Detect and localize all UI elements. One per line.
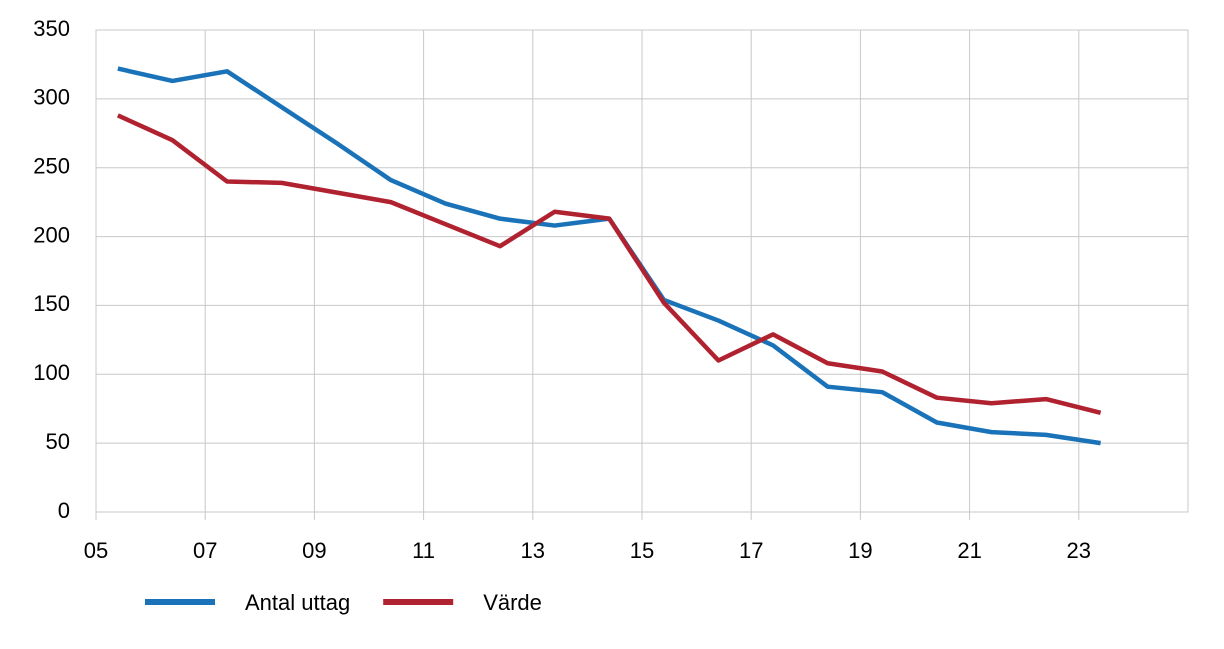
y-tick-label: 200 <box>33 222 70 247</box>
y-tick-label: 350 <box>33 16 70 41</box>
y-tick-label: 250 <box>33 154 70 179</box>
x-tick-label: 07 <box>193 538 217 563</box>
x-tick-label: 13 <box>521 538 545 563</box>
y-tick-label: 150 <box>33 291 70 316</box>
data-line <box>117 66 1101 446</box>
y-tick-label: 300 <box>33 85 70 110</box>
x-tick-label: 09 <box>302 538 326 563</box>
x-tick-label: 15 <box>630 538 654 563</box>
x-tick-label: 21 <box>957 538 981 563</box>
data-line <box>116 113 1102 416</box>
x-tick-label: 05 <box>84 538 108 563</box>
legend-label: Värde <box>483 590 542 615</box>
x-tick-label: 19 <box>848 538 872 563</box>
y-tick-label: 0 <box>58 498 70 523</box>
legend-label: Antal uttag <box>245 590 350 615</box>
y-tick-label: 100 <box>33 360 70 385</box>
x-tick-label: 23 <box>1067 538 1091 563</box>
x-tick-label: 11 <box>412 538 435 563</box>
y-tick-label: 50 <box>46 429 70 454</box>
x-tick-label: 17 <box>739 538 763 563</box>
